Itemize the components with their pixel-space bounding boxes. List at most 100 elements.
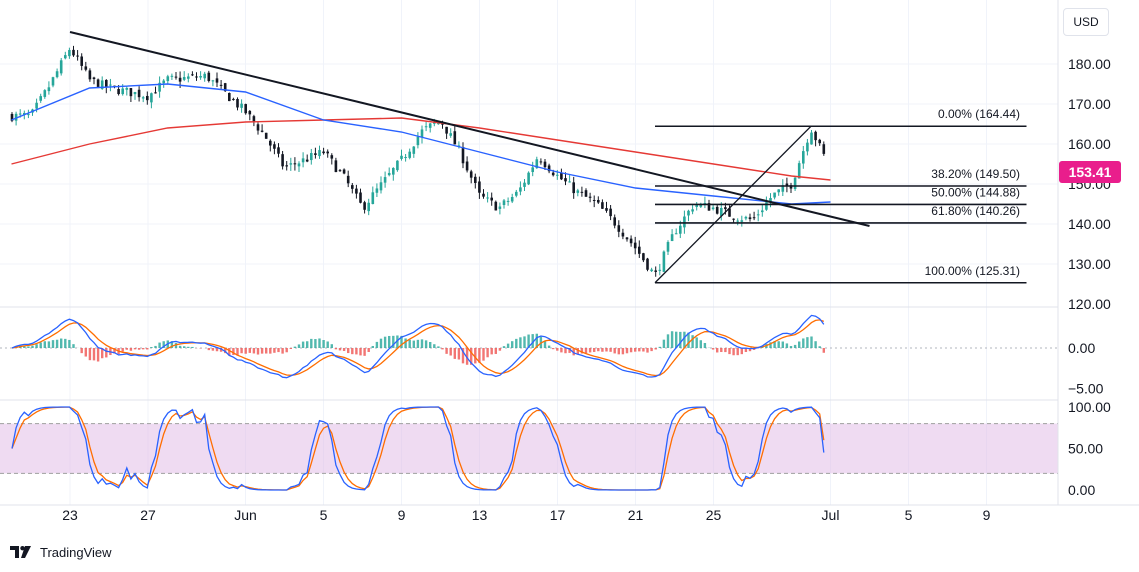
macd-histogram-bar — [691, 335, 694, 348]
macd-histogram-bar — [183, 346, 186, 348]
stoch-tick-label: 50.00 — [1068, 441, 1103, 457]
macd-histogram-bar — [798, 341, 801, 348]
candle-body — [724, 207, 727, 210]
macd-histogram-bar — [613, 348, 616, 354]
candle-body — [375, 188, 379, 193]
macd-histogram-bar — [375, 341, 379, 348]
price-tick-label: 160.00 — [1068, 136, 1111, 152]
macd-histogram-bar — [670, 331, 674, 348]
x-tick-label: 5 — [905, 507, 913, 523]
macd-histogram-bar — [142, 348, 145, 350]
macd-histogram-bar — [191, 346, 194, 348]
macd-histogram-bar — [420, 339, 424, 348]
macd-histogram-bar — [265, 348, 268, 354]
macd-histogram-bar — [178, 345, 182, 348]
candle-body — [166, 76, 170, 82]
candle-body — [531, 167, 534, 173]
currency-button[interactable]: USD — [1063, 8, 1109, 36]
macd-histogram-bar — [822, 348, 825, 353]
macd-histogram-bar — [568, 348, 571, 353]
candle-body — [773, 192, 776, 198]
candle-body — [633, 242, 637, 249]
macd-histogram-bar — [679, 331, 682, 348]
macd-histogram-bar — [736, 348, 739, 356]
macd-histogram-bar — [133, 348, 137, 350]
macd-histogram-bar — [297, 344, 301, 348]
macd-histogram-bar — [646, 348, 649, 353]
macd-histogram-bar — [457, 348, 461, 360]
macd-histogram-bar — [601, 348, 604, 352]
candle-body — [117, 89, 120, 95]
candle-body — [277, 147, 280, 154]
x-tick-label: 27 — [140, 507, 156, 523]
candle-body — [752, 217, 756, 219]
macd-histogram-bar — [31, 345, 34, 348]
stochastic-panel[interactable] — [0, 406, 1058, 491]
candle-body — [646, 258, 649, 270]
macd-histogram-bar — [818, 346, 821, 348]
macd-panel[interactable] — [0, 314, 1058, 379]
axes: 23 27 Jun 5 9 13 17 21 25 Jul 5 9 180.00 170.00 160.00… — [0, 0, 1139, 523]
macd-tick-label: 0.00 — [1068, 340, 1095, 356]
candle-body — [777, 189, 780, 193]
candle-body — [605, 208, 608, 211]
macd-histogram-bar — [793, 344, 797, 348]
macd-histogram-bar — [342, 348, 346, 351]
macd-histogram-bar — [531, 334, 534, 348]
macd-histogram-bar — [523, 336, 526, 348]
macd-histogram-bar — [256, 348, 260, 355]
macd-histogram-bar — [359, 348, 362, 356]
candle-body — [609, 208, 612, 217]
candle-body — [182, 77, 186, 80]
macd-histogram-bar — [441, 348, 444, 350]
macd-histogram-bar — [662, 339, 666, 348]
macd-histogram-bar — [605, 348, 608, 352]
macd-histogram-bar — [580, 348, 584, 354]
candle-body — [592, 199, 596, 201]
macd-histogram-bar — [363, 348, 366, 356]
candle-body — [765, 202, 768, 210]
macd-histogram-bar — [576, 348, 579, 355]
price-tick-label: 180.00 — [1068, 56, 1111, 72]
candle-body — [658, 269, 662, 271]
candle-body — [420, 129, 424, 138]
candle-body — [408, 151, 411, 158]
candle-body — [105, 80, 108, 88]
candle-body — [469, 171, 473, 178]
candle-body — [59, 60, 63, 74]
macd-histogram-bar — [593, 348, 596, 352]
candle-body — [601, 202, 604, 209]
brand[interactable]: TradingView — [10, 543, 112, 561]
macd-histogram-bar — [334, 348, 338, 350]
candle-body — [748, 217, 752, 220]
macd-histogram-bar — [802, 338, 805, 348]
candle-body — [371, 192, 375, 205]
candle-body — [654, 270, 657, 272]
macd-histogram-bar — [465, 348, 469, 365]
macd-histogram-bar — [285, 348, 288, 353]
macd-line — [11, 314, 825, 379]
candle-body — [683, 216, 686, 228]
fib-level-label: 38.20% (149.50) — [931, 167, 1020, 181]
macd-histogram-bar — [289, 348, 292, 349]
candle-body — [445, 126, 448, 134]
candle-body — [715, 206, 719, 214]
macd-histogram-bar — [105, 348, 108, 358]
candle-body — [699, 203, 703, 207]
candle-body — [264, 132, 268, 139]
candle-body — [506, 200, 510, 202]
macd-histogram-bar — [433, 344, 436, 348]
candle-body — [338, 170, 342, 172]
candle-body — [162, 80, 165, 84]
ma-slow-line — [11, 117, 831, 181]
price-panel[interactable]: 0.00% (164.44) 38.20% (149.50) 50.00% (144… — [10, 31, 1027, 284]
candle-body — [281, 154, 284, 167]
candle-body — [273, 144, 276, 149]
candle-body — [297, 163, 301, 167]
candle-body — [793, 177, 797, 189]
macd-histogram-bar — [314, 339, 317, 348]
candle-body — [617, 225, 621, 232]
candle-body — [43, 90, 47, 97]
candle-body — [687, 210, 690, 216]
candle-body — [560, 173, 563, 180]
